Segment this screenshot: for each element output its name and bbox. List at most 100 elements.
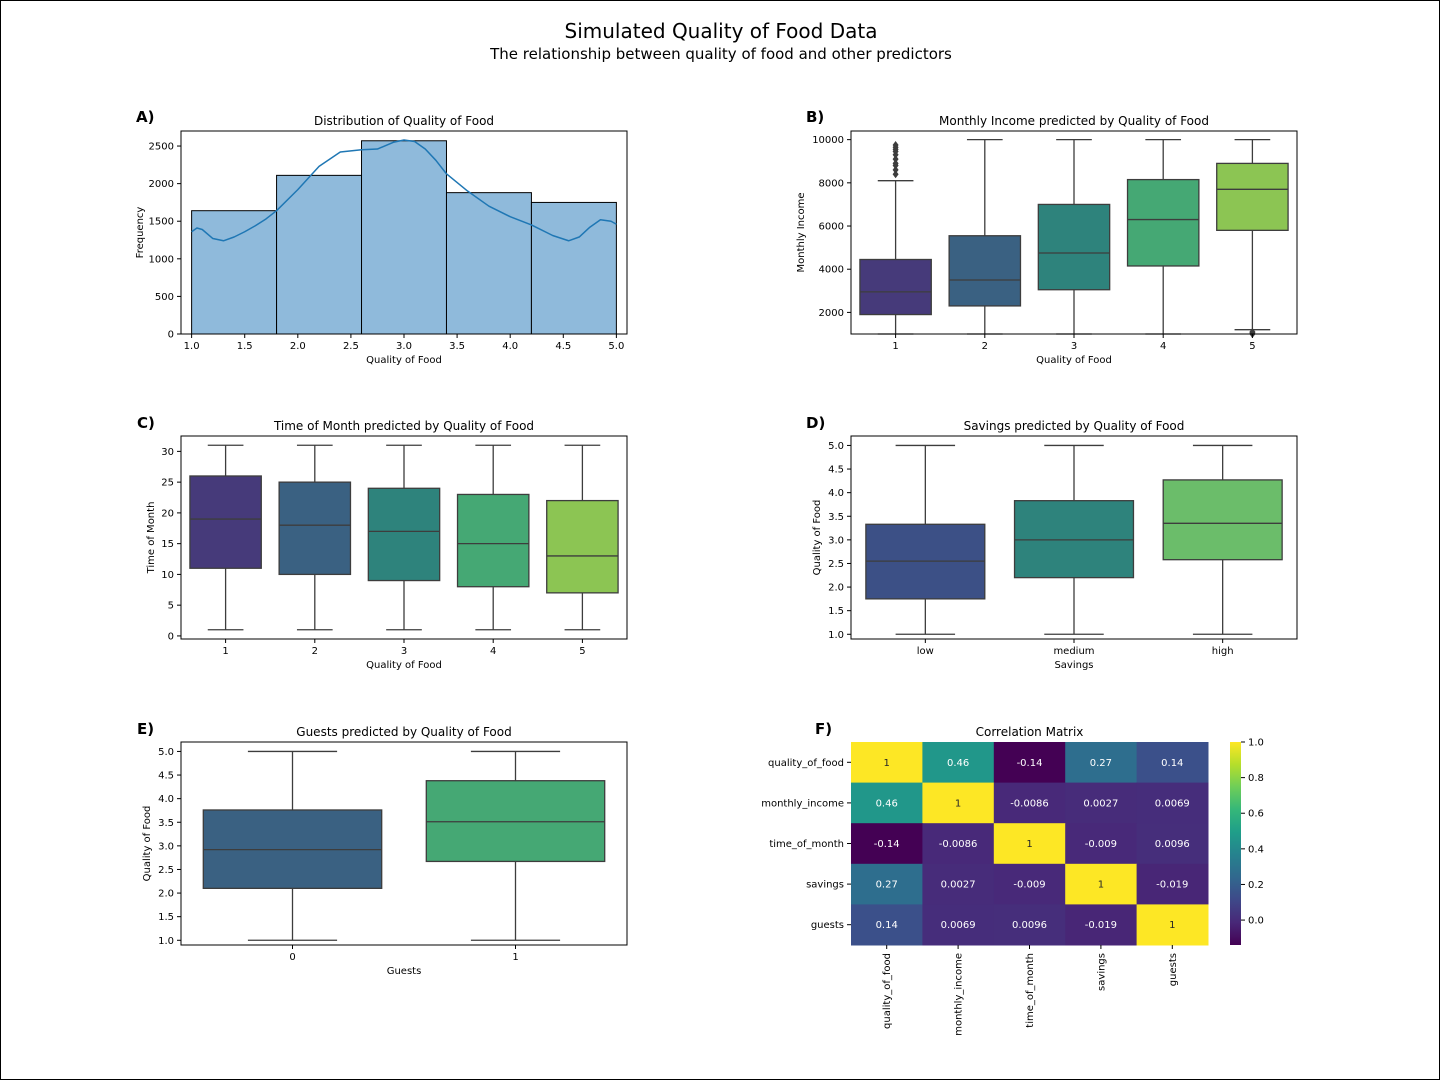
y-tick-label: 1.5 bbox=[828, 606, 844, 617]
outlier-point bbox=[1249, 330, 1256, 338]
colorbar bbox=[1230, 742, 1241, 945]
y-tick-label: 5.0 bbox=[828, 441, 844, 452]
x-tick-label: 5.0 bbox=[608, 341, 624, 352]
cell-annotation: -0.019 bbox=[1156, 880, 1188, 891]
y-axis-label: Monthly Income bbox=[796, 192, 807, 272]
heatmap-cell bbox=[1136, 904, 1209, 946]
x-tick-label: 5 bbox=[1249, 341, 1255, 352]
histogram-bar bbox=[191, 210, 278, 335]
colorbar-tick-label: 0.0 bbox=[1248, 916, 1264, 927]
cell-annotation: -0.009 bbox=[1013, 880, 1045, 891]
cell-annotation: -0.0086 bbox=[939, 839, 978, 850]
y-tick-label: 3.0 bbox=[828, 535, 844, 546]
outlier-point bbox=[892, 161, 899, 170]
cell-annotation: 0.46 bbox=[947, 758, 969, 769]
histogram-bar bbox=[445, 192, 532, 335]
box-2 bbox=[278, 444, 352, 631]
outlier-point bbox=[892, 155, 899, 164]
y-tick-label: 10000 bbox=[812, 135, 844, 146]
x-tick-label: 2 bbox=[312, 646, 318, 657]
y-tick-label: 0 bbox=[168, 631, 174, 642]
x-tick-label: 1 bbox=[892, 341, 898, 352]
y-tick-label: 2000 bbox=[149, 179, 174, 190]
y-tick-label: 8000 bbox=[819, 178, 844, 189]
x-tick-label: 1.5 bbox=[237, 341, 253, 352]
y-tick-label: 0 bbox=[168, 330, 174, 341]
box-0 bbox=[202, 750, 383, 941]
histogram-bar bbox=[361, 140, 447, 335]
heatmap-cell bbox=[1065, 782, 1138, 824]
row-label: time_of_month bbox=[769, 839, 844, 850]
figure-title: Simulated Quality of Food Data bbox=[564, 19, 878, 43]
histogram-bar bbox=[530, 201, 617, 335]
axes-title: Correlation Matrix bbox=[976, 725, 1084, 739]
outlier-point bbox=[892, 159, 899, 168]
cell-annotation: 1 bbox=[1098, 880, 1104, 891]
x-tick-label: 4.0 bbox=[502, 341, 518, 352]
x-tick-label: 3.5 bbox=[449, 341, 465, 352]
kde-line bbox=[191, 139, 617, 242]
y-tick-label: 4.5 bbox=[828, 465, 844, 476]
heatmap-cell bbox=[993, 823, 1066, 865]
y-tick-label: 4.0 bbox=[828, 488, 844, 499]
heatmap-cell bbox=[993, 782, 1066, 824]
cell-annotation: -0.14 bbox=[1017, 758, 1043, 769]
panel-label: D) bbox=[806, 414, 825, 432]
y-tick-label: 30 bbox=[161, 447, 174, 458]
y-tick-label: 5 bbox=[168, 601, 174, 612]
box-iqr bbox=[865, 523, 986, 600]
y-tick-label: 3.5 bbox=[158, 818, 174, 829]
y-axis-label: Time of Month bbox=[146, 502, 157, 575]
row-label: monthly_income bbox=[761, 798, 844, 809]
y-tick-label: 1.0 bbox=[158, 936, 174, 947]
outlier-point bbox=[1249, 327, 1256, 336]
cell-annotation: 0.27 bbox=[876, 880, 898, 891]
y-tick-label: 1.0 bbox=[828, 630, 844, 641]
heatmap-cell bbox=[922, 863, 995, 905]
box-iqr bbox=[948, 235, 1022, 307]
panel-label: E) bbox=[137, 720, 154, 738]
heatmap-cell bbox=[1136, 823, 1209, 865]
box-iqr bbox=[456, 493, 530, 588]
box-1 bbox=[859, 141, 932, 335]
x-tick-label: 3 bbox=[1071, 341, 1077, 352]
heatmap-cell bbox=[993, 863, 1066, 905]
cell-annotation: -0.009 bbox=[1085, 839, 1117, 850]
box-4 bbox=[456, 444, 530, 631]
y-tick-label: 1.5 bbox=[158, 912, 174, 923]
x-axis-label: Quality of Food bbox=[1036, 355, 1112, 366]
panel-label: C) bbox=[137, 414, 155, 432]
x-tick-label: 2 bbox=[982, 341, 988, 352]
y-tick-label: 4000 bbox=[819, 265, 844, 276]
box-5 bbox=[1216, 138, 1289, 338]
y-tick-label: 1500 bbox=[149, 217, 174, 228]
cell-annotation: 1 bbox=[1026, 839, 1032, 850]
heatmap-cell bbox=[993, 742, 1066, 784]
y-tick-label: 2500 bbox=[149, 142, 174, 153]
colorbar-tick-label: 0.6 bbox=[1248, 809, 1264, 820]
box-medium bbox=[1013, 444, 1135, 635]
heatmap-cell bbox=[1065, 904, 1138, 946]
y-tick-label: 2.5 bbox=[828, 559, 844, 570]
y-tick-label: 2.0 bbox=[158, 889, 174, 900]
cell-annotation: 0.0027 bbox=[1083, 798, 1118, 809]
column-label: quality_of_food bbox=[882, 953, 893, 1029]
x-tick-label: 4 bbox=[1160, 341, 1166, 352]
outlier-point bbox=[892, 145, 899, 154]
heatmap-cell bbox=[851, 823, 923, 865]
box-5 bbox=[546, 444, 619, 631]
row-label: quality_of_food bbox=[768, 758, 844, 769]
x-tick-label: medium bbox=[1053, 646, 1094, 657]
heatmap-cell bbox=[1136, 742, 1209, 784]
heatmap-cell bbox=[922, 823, 995, 865]
cell-annotation: -0.0086 bbox=[1010, 798, 1049, 809]
colorbar-tick-label: 0.2 bbox=[1248, 880, 1264, 891]
cell-annotation: 0.14 bbox=[876, 920, 898, 931]
y-tick-label: 15 bbox=[161, 539, 174, 550]
panel-label: F) bbox=[815, 720, 832, 738]
box-iqr bbox=[278, 481, 352, 576]
